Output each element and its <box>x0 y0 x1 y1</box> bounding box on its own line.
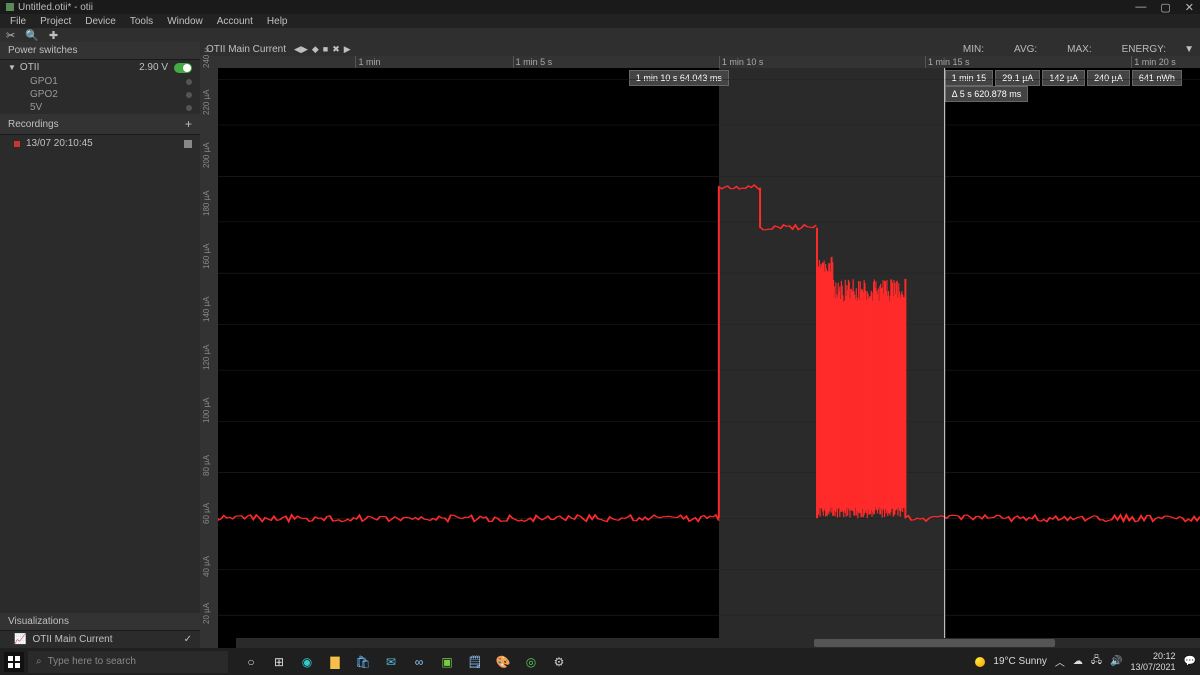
y-axis: 240 µ220 µA200 µA180 µA160 µA140 µA120 µ… <box>200 56 218 648</box>
gpo1-indicator <box>186 79 192 85</box>
add-icon[interactable]: ✚ <box>49 29 58 42</box>
link-icon[interactable]: ∞ <box>410 653 428 671</box>
window-title: Untitled.otii* - otii <box>18 2 93 13</box>
explorer-icon[interactable]: ▇ <box>326 653 344 671</box>
power-switches-label: Power switches <box>8 45 77 56</box>
chart-play-button[interactable]: ▶ <box>344 44 351 55</box>
chart-prev-button[interactable]: ◀▶ <box>294 44 308 55</box>
tray-cloud-icon[interactable]: ☁ <box>1073 656 1083 667</box>
device-voltage: 2.90 V <box>139 62 168 73</box>
power-switches-header: Power switches <box>0 42 200 60</box>
sidebar: Power switches ▼ OTII 2.90 V GPO1 GPO2 5… <box>0 42 200 648</box>
menu-help[interactable]: Help <box>261 16 294 27</box>
stat-min-label: MIN: <box>963 44 984 55</box>
stat-energy-label: ENERGY: <box>1122 44 1166 55</box>
clock-date: 13/07/2021 <box>1131 662 1176 673</box>
gpo1-label: GPO1 <box>30 76 58 87</box>
search-placeholder: Type here to search <box>48 656 136 667</box>
maximize-button[interactable]: ▢ <box>1160 1 1170 14</box>
menu-tools[interactable]: Tools <box>124 16 159 27</box>
cortana-icon[interactable]: ○ <box>242 653 260 671</box>
app-icon-2[interactable]: 🗒 <box>466 653 484 671</box>
gpo1-row[interactable]: GPO1 <box>0 75 200 88</box>
chart-stats: MIN: AVG: MAX: ENERGY: <box>963 44 1180 55</box>
taskbar-apps: ○ ⊞ ◉ ▇ 🛍 ✉ ∞ ▣ 🗒 🎨 ◎ ⚙ <box>242 653 568 671</box>
trace-svg <box>218 68 1200 638</box>
chart-toolbar: OTII Main Current ◀▶ ◆ ■ ✖ ▶ MIN: AVG: M… <box>200 42 1200 56</box>
visualizations-header: Visualizations <box>0 613 200 631</box>
chart-icon: 📈 <box>14 634 26 645</box>
recording-indicator-icon <box>14 141 20 147</box>
window-controls: — ▢ ✕ <box>1135 1 1194 14</box>
cut-icon[interactable]: ✂ <box>6 29 15 42</box>
mail-icon[interactable]: ✉ <box>382 653 400 671</box>
chart-menu-dropdown[interactable]: ▼ <box>1184 44 1194 55</box>
app-icon <box>6 3 14 11</box>
recording-row[interactable]: 13/07 20:10:45 <box>0 135 200 152</box>
menu-project[interactable]: Project <box>34 16 77 27</box>
5v-row[interactable]: 5V <box>0 101 200 114</box>
chart-body[interactable]: 240 µ220 µA200 µA180 µA160 µA140 µA120 µ… <box>200 56 1200 648</box>
taskview-icon[interactable]: ⊞ <box>270 653 288 671</box>
gpo2-label: GPO2 <box>30 89 58 100</box>
taskbar-clock[interactable]: 20:12 13/07/2021 <box>1131 651 1176 673</box>
recordings-header: Recordings + <box>0 114 200 135</box>
menubar: File Project Device Tools Window Account… <box>0 14 1200 28</box>
search-icon: ⌕ <box>36 656 42 667</box>
menu-device[interactable]: Device <box>79 16 122 27</box>
titlebar: Untitled.otii* - otii — ▢ ✕ <box>0 0 1200 14</box>
clock-time: 20:12 <box>1131 651 1176 662</box>
zoom-icon[interactable]: 🔍 <box>25 29 39 42</box>
close-button[interactable]: ✕ <box>1185 1 1194 14</box>
chart-updown-button[interactable]: ◆ <box>312 44 319 55</box>
app-icon-1[interactable]: ▣ <box>438 653 456 671</box>
chart-panel: OTII Main Current ◀▶ ◆ ■ ✖ ▶ MIN: AVG: M… <box>200 42 1200 648</box>
menu-window[interactable]: Window <box>161 16 209 27</box>
toolbar: ✂ 🔍 ✚ <box>0 28 1200 42</box>
visualization-label: OTII Main Current <box>32 634 112 645</box>
recording-label: 13/07 20:10:45 <box>26 138 93 149</box>
recordings-label: Recordings <box>8 119 59 130</box>
plot-area[interactable]: 1 min 10 s 64.043 ms 1 min 15 29.1 µA 14… <box>218 56 1200 648</box>
taskbar-search[interactable]: ⌕ Type here to search <box>28 651 228 673</box>
gpo2-row[interactable]: GPO2 <box>0 88 200 101</box>
chart-stop-button[interactable]: ■ <box>323 44 328 54</box>
chart-close-button[interactable]: ✖ <box>332 44 340 55</box>
visualization-row[interactable]: 📈 OTII Main Current ✓ <box>0 631 200 648</box>
device-power-toggle[interactable] <box>174 63 192 73</box>
weather-text[interactable]: 19°C Sunny <box>993 656 1046 667</box>
edge-icon[interactable]: ◉ <box>298 653 316 671</box>
device-name: OTII <box>20 62 39 73</box>
app-icon-3[interactable]: 🎨 <box>494 653 512 671</box>
menu-file[interactable]: File <box>4 16 32 27</box>
chevron-down-icon: ▼ <box>8 63 16 72</box>
scrollbar-thumb[interactable] <box>814 639 1055 647</box>
stat-avg-label: AVG: <box>1014 44 1037 55</box>
system-tray: 19°C Sunny ︿ ☁ 🖧 🔊 20:12 13/07/2021 💬 <box>975 651 1196 673</box>
menu-account[interactable]: Account <box>211 16 259 27</box>
stat-max-label: MAX: <box>1067 44 1091 55</box>
main: Power switches ▼ OTII 2.90 V GPO1 GPO2 5… <box>0 42 1200 648</box>
5v-indicator <box>186 105 192 111</box>
tray-volume-icon[interactable]: 🔊 <box>1110 656 1122 667</box>
store-icon[interactable]: 🛍 <box>354 653 372 671</box>
device-row[interactable]: ▼ OTII 2.90 V <box>0 60 200 75</box>
visualization-check-icon: ✓ <box>184 634 192 645</box>
otii-taskbar-icon[interactable]: ⚙ <box>550 653 568 671</box>
horizontal-scrollbar[interactable] <box>236 638 1200 648</box>
add-recording-button[interactable]: + <box>185 117 192 131</box>
5v-label: 5V <box>30 102 42 113</box>
chart-title: OTII Main Current <box>206 44 286 55</box>
start-button[interactable] <box>4 652 24 672</box>
tray-chevron-icon[interactable]: ︿ <box>1055 654 1065 669</box>
weather-icon <box>975 657 985 667</box>
stop-recording-button[interactable] <box>184 140 192 148</box>
app-icon-4[interactable]: ◎ <box>522 653 540 671</box>
gpo2-indicator <box>186 92 192 98</box>
tray-network-icon[interactable]: 🖧 <box>1091 653 1102 670</box>
minimize-button[interactable]: — <box>1135 1 1146 14</box>
taskbar: ⌕ Type here to search ○ ⊞ ◉ ▇ 🛍 ✉ ∞ ▣ 🗒 … <box>0 648 1200 675</box>
notifications-icon[interactable]: 💬 <box>1184 656 1196 667</box>
visualizations-label: Visualizations <box>8 616 69 627</box>
